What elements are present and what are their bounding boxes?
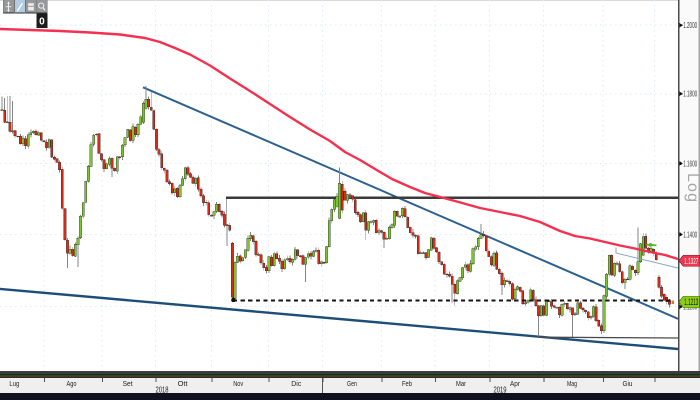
svg-text:Feb: Feb [402,379,412,388]
svg-text:Set: Set [123,379,134,388]
svg-text:Nov: Nov [233,379,243,388]
svg-text:1.1800: 1.1800 [683,89,697,99]
svg-text:0: 0 [39,17,45,28]
svg-text:Ott: Ott [178,379,189,388]
svg-text:1.1327: 1.1327 [684,256,698,266]
svg-text:2018: 2018 [156,385,169,394]
svg-text:Mag: Mag [567,379,577,388]
svg-text:Log: Log [684,173,700,202]
svg-text:1.1600: 1.1600 [683,158,697,168]
svg-text:Ago: Ago [67,379,77,388]
svg-text:1.2000: 1.2000 [683,20,697,30]
svg-text:Giu: Giu [623,379,633,388]
svg-text:Apr: Apr [510,379,520,388]
svg-text:Gen: Gen [347,379,357,388]
svg-text:1.1213: 1.1213 [684,297,698,307]
svg-text:Lug: Lug [9,379,19,388]
svg-text:2019: 2019 [494,385,507,394]
svg-text:1.1400: 1.1400 [683,229,697,239]
svg-text:Dic: Dic [291,379,301,388]
svg-text:Mar: Mar [456,379,466,388]
